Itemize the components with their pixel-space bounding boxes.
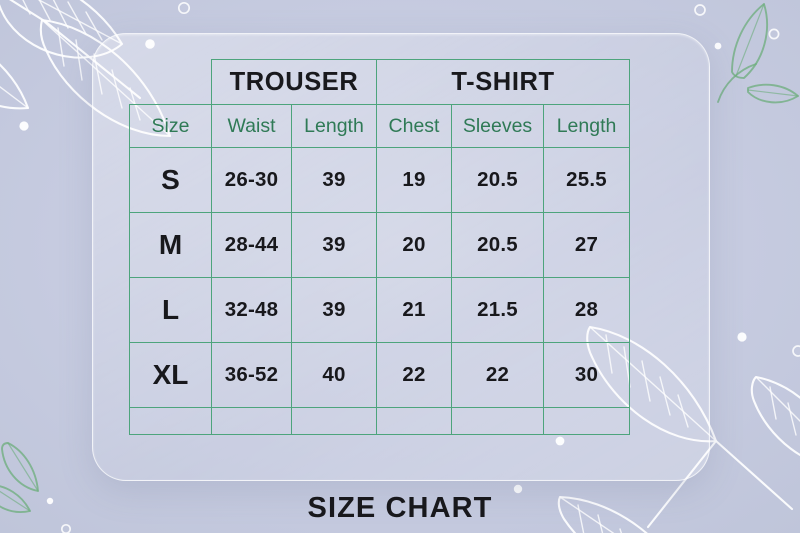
column-header-tshirt-length: Length (542, 104, 631, 148)
cell-tshirt-sleeves: 21.5 (451, 277, 544, 343)
column-header-trouser-length: Length (291, 104, 377, 148)
cell-trouser-waist: 36-52 (211, 342, 292, 408)
cell-tshirt-sleeves: 20.5 (451, 212, 544, 278)
table-row: L 32-48 39 21 21.5 28 (129, 277, 631, 343)
cell-trouser-length: 40 (291, 342, 377, 408)
cell-trouser-length: 39 (291, 147, 377, 213)
cell-size: S (129, 147, 212, 213)
cell-trouser-length: 39 (291, 212, 377, 278)
column-header-size: Size (129, 104, 212, 148)
cell-tshirt-length: 27 (542, 212, 631, 278)
cell-tshirt-length: 25.5 (542, 147, 631, 213)
spacer-cell (129, 407, 212, 435)
table-group-header-row: TROUSER T-SHIRT (130, 59, 631, 105)
spacer-cell (542, 407, 631, 435)
column-header-sleeves: Sleeves (451, 104, 544, 148)
spacer-cell (291, 407, 377, 435)
spacer-cell (451, 407, 544, 435)
table-row: S 26-30 39 19 20.5 25.5 (129, 147, 631, 213)
group-header-tshirt: T-SHIRT (375, 59, 631, 105)
cell-trouser-waist: 28-44 (211, 212, 292, 278)
cell-tshirt-sleeves: 22 (451, 342, 544, 408)
cell-size: XL (129, 342, 212, 408)
cell-tshirt-sleeves: 20.5 (451, 147, 544, 213)
column-header-waist: Waist (211, 104, 292, 148)
glass-card-panel: TROUSER T-SHIRT Size Waist Length Chest … (92, 33, 710, 481)
group-header-empty (130, 60, 212, 105)
spacer-cell (376, 407, 452, 435)
cell-tshirt-length: 30 (542, 342, 631, 408)
group-header-trouser: TROUSER (211, 59, 377, 105)
cell-tshirt-chest: 20 (376, 212, 452, 278)
size-chart-caption: SIZE CHART (307, 492, 493, 524)
cell-tshirt-chest: 22 (376, 342, 452, 408)
cell-tshirt-length: 28 (542, 277, 631, 343)
cell-trouser-waist: 32-48 (211, 277, 292, 343)
table-row: XL 36-52 40 22 22 30 (129, 342, 631, 408)
spacer-cell (211, 407, 292, 435)
table-column-header-row: Size Waist Length Chest Sleeves Length (129, 104, 631, 148)
cell-size: L (129, 277, 212, 343)
cell-tshirt-chest: 21 (376, 277, 452, 343)
cell-size: M (129, 212, 212, 278)
cell-trouser-waist: 26-30 (211, 147, 292, 213)
column-header-chest: Chest (376, 104, 452, 148)
cell-trouser-length: 39 (291, 277, 377, 343)
table-bottom-spacer-row (129, 407, 631, 435)
table-row: M 28-44 39 20 20.5 27 (129, 212, 631, 278)
cell-tshirt-chest: 19 (376, 147, 452, 213)
size-chart-table: TROUSER T-SHIRT Size Waist Length Chest … (129, 59, 631, 435)
